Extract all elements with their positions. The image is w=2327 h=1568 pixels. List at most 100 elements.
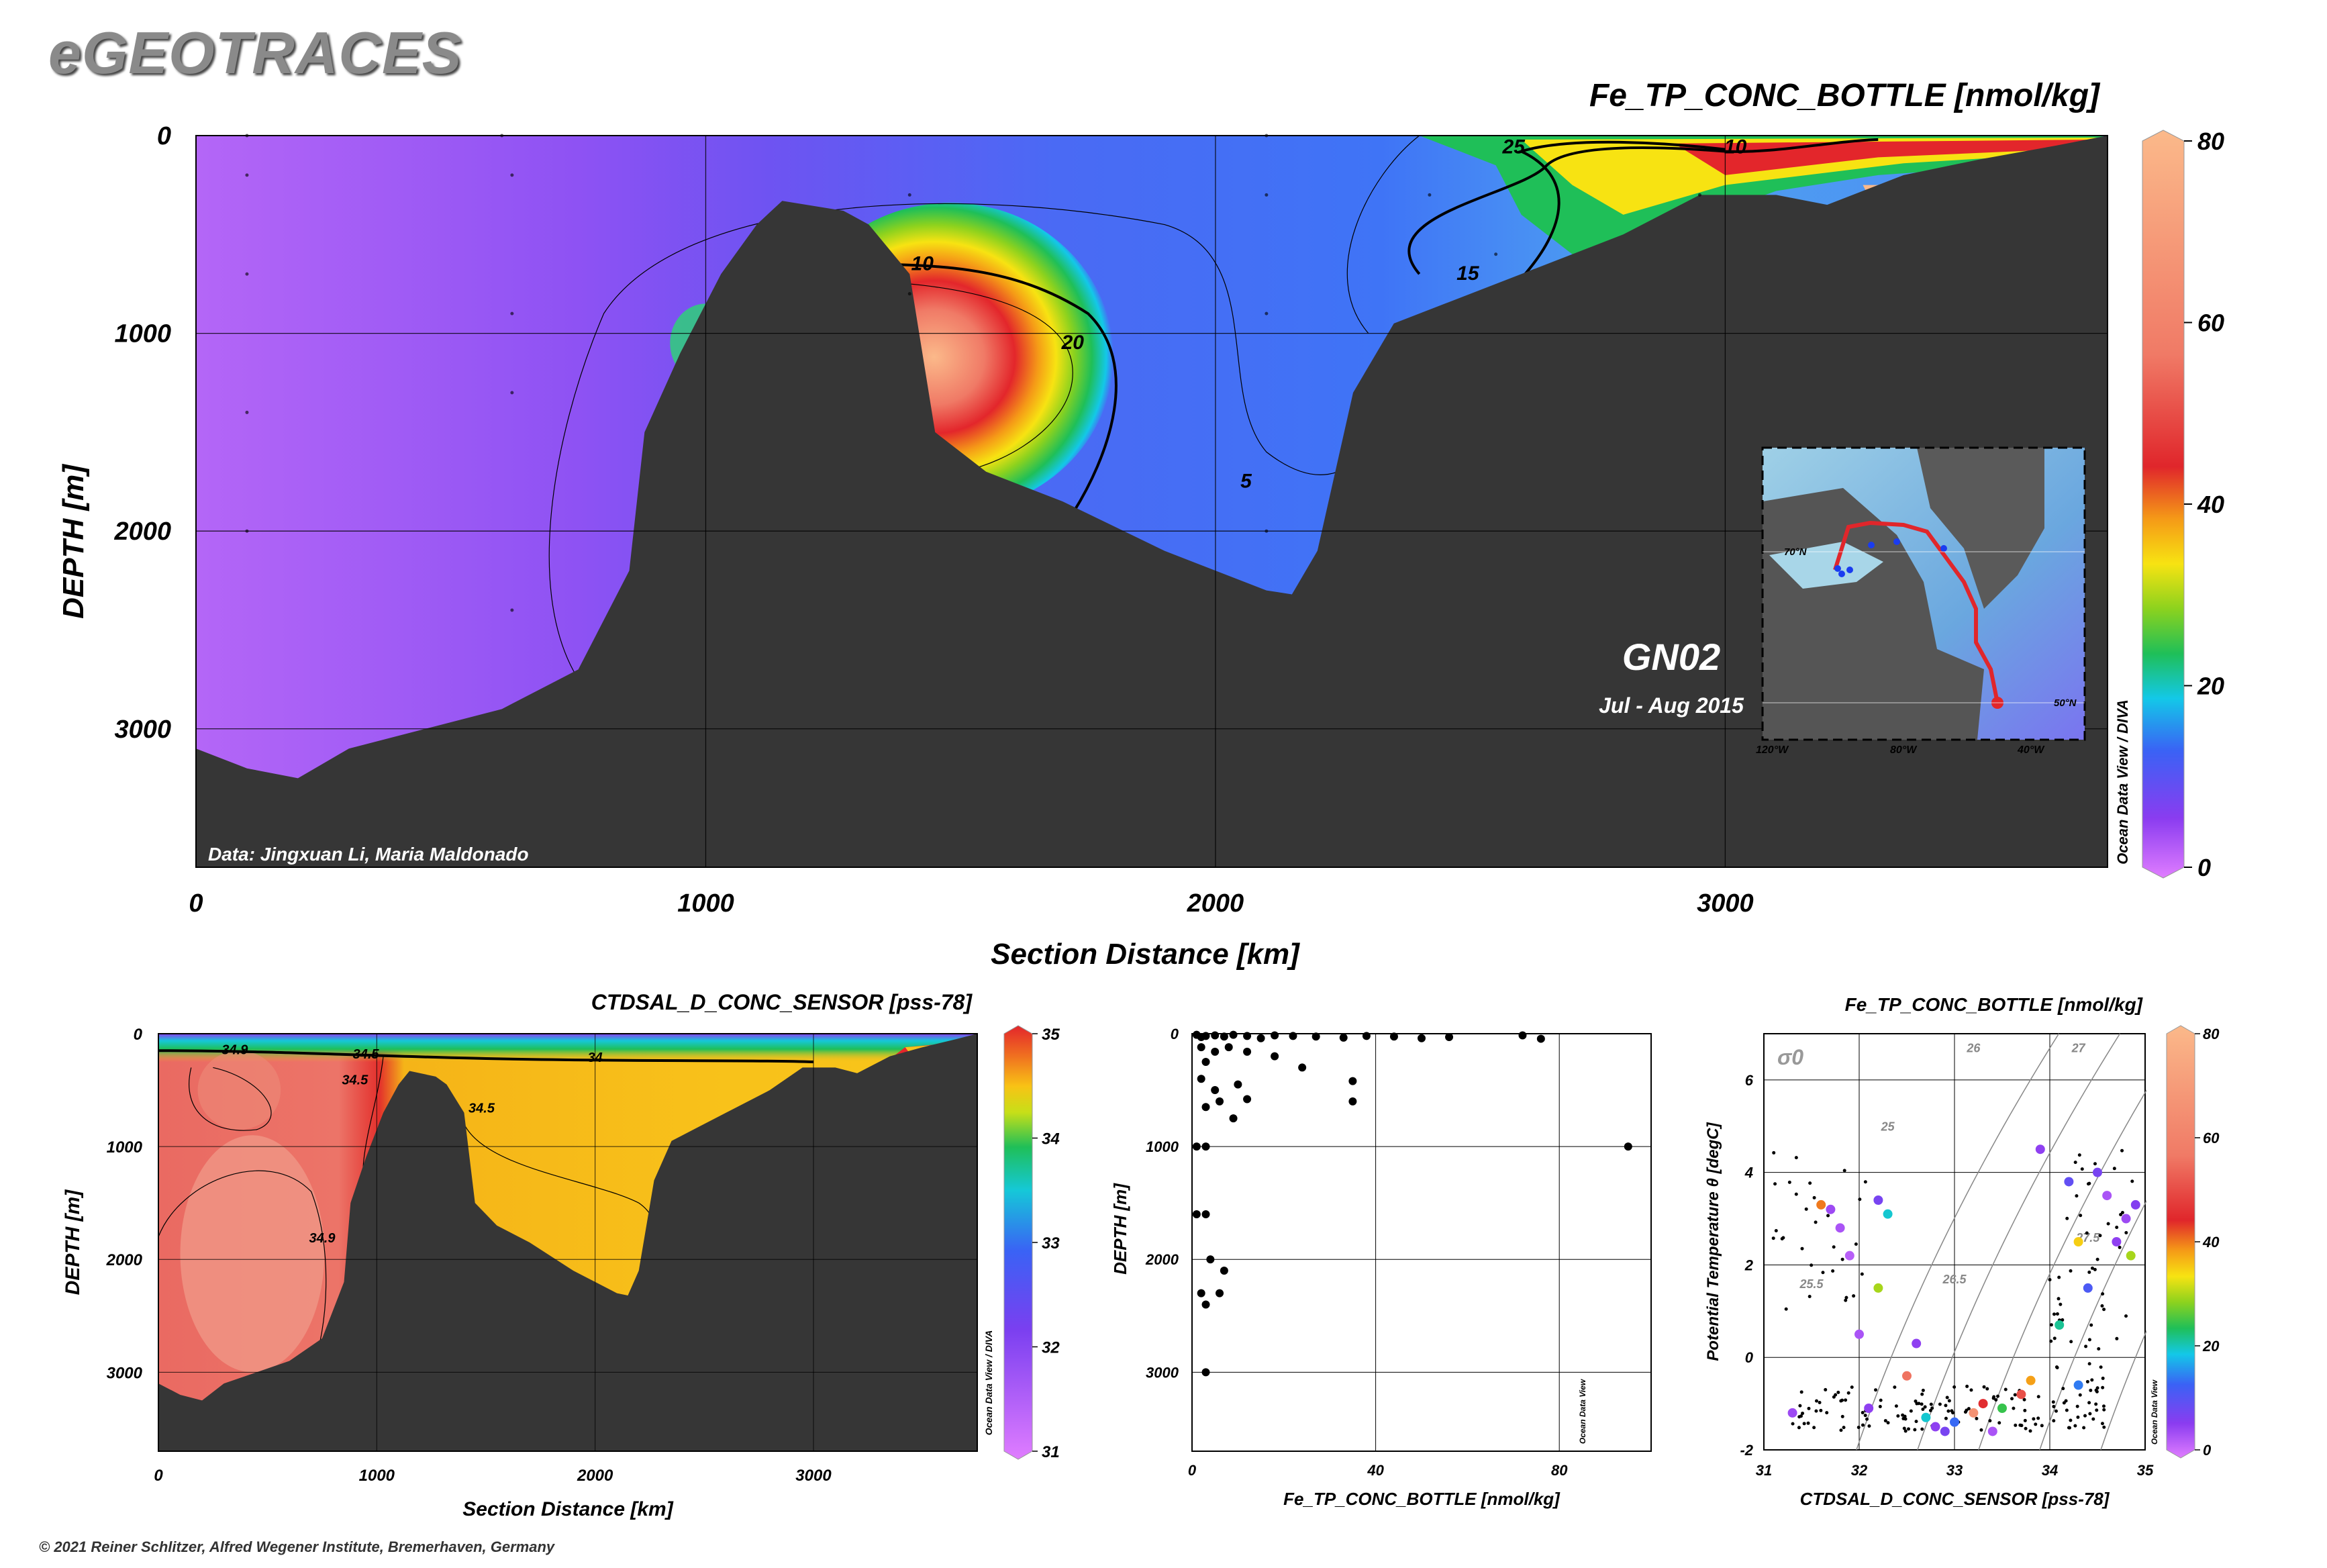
prof-ytick-label: 3000 xyxy=(1146,1364,1179,1381)
ts-colored-point xyxy=(1940,1426,1950,1436)
ts-isopycnal-label: 26.5 xyxy=(1942,1273,1967,1286)
ts-bg-point xyxy=(1965,1384,1969,1388)
ts-bg-point xyxy=(1774,1229,1778,1233)
ts-bg-point xyxy=(1938,1402,1942,1406)
main-sample-dot xyxy=(907,193,911,197)
ts-bg-point xyxy=(1784,1307,1788,1311)
ts-bg-point xyxy=(2051,1400,2055,1404)
ts-xtick-label: 34 xyxy=(2042,1462,2058,1479)
prof-data-point xyxy=(1211,1086,1220,1095)
ts-bg-point xyxy=(2034,1422,2038,1426)
main-odv-label: Ocean Data View / DIVA xyxy=(2114,699,2131,865)
ts-xtick-label: 35 xyxy=(2137,1462,2154,1479)
main-colorbar-tick-label: 20 xyxy=(2197,673,2224,700)
ts-bg-point xyxy=(1883,1419,1887,1423)
ts-colored-point xyxy=(2112,1237,2122,1246)
main-ytick-label: 1000 xyxy=(114,320,171,348)
ts-bg-point xyxy=(1878,1404,1882,1408)
ts-bg-point xyxy=(1810,1263,1814,1267)
map-frame xyxy=(1761,446,2086,741)
prof-data-point xyxy=(1348,1077,1357,1085)
prof-data-point xyxy=(1220,1032,1228,1041)
ts-bg-point xyxy=(1893,1385,1897,1389)
map-station-marker xyxy=(1838,571,1845,577)
ts-colored-point xyxy=(2093,1167,2102,1177)
ts-bg-point xyxy=(1907,1427,1911,1431)
ts-bg-point xyxy=(2055,1312,2059,1316)
prof-data-point xyxy=(1211,1031,1220,1040)
sal-xlabel: Section Distance [km] xyxy=(462,1498,673,1520)
ts-bg-point xyxy=(2095,1257,2099,1261)
ts-colored-point xyxy=(2121,1214,2131,1224)
ts-bg-point xyxy=(1787,1180,1791,1184)
prof-data-point xyxy=(1216,1289,1224,1297)
main-xtick-label: 2000 xyxy=(1187,889,1244,918)
ts-bg-point xyxy=(1920,1427,1924,1431)
ts-bg-point xyxy=(1824,1387,1828,1391)
ts-bg-point xyxy=(1979,1428,1983,1432)
ts-xtick-label: 32 xyxy=(1851,1462,1868,1479)
contour-25-shelf xyxy=(1515,140,1726,285)
ts-title: Fe_TP_CONC_BOTTLE [nmol/kg] xyxy=(1845,994,2144,1015)
ts-bg-point xyxy=(2069,1340,2073,1344)
ts-bg-point xyxy=(2054,1365,2059,1369)
main-colorbar xyxy=(2142,130,2185,879)
ts-sigma-label: σ0 xyxy=(1777,1045,1803,1069)
ts-bg-point xyxy=(2052,1312,2057,1316)
ts-bg-point xyxy=(1826,1214,1830,1218)
main-contour-label: 5 xyxy=(1240,470,1252,492)
main-xlabel: Section Distance [km] xyxy=(991,938,1300,971)
prof-data-point xyxy=(1271,1031,1279,1040)
ts-bg-point xyxy=(2106,1222,2110,1226)
ts-bg-point xyxy=(1825,1411,1829,1415)
prof-data-point xyxy=(1211,1047,1220,1056)
prof-data-point xyxy=(1389,1032,1398,1041)
main-ytick-label: 0 xyxy=(157,122,171,150)
ts-bg-point xyxy=(1812,1195,1816,1199)
ts-xtick-label: 33 xyxy=(1946,1462,1963,1479)
prof-plot-frame xyxy=(1191,1033,1652,1452)
ts-colored-point xyxy=(2054,1320,2065,1330)
ts-colored-point xyxy=(1816,1199,1826,1210)
ts-ytick-label: 4 xyxy=(1744,1165,1753,1181)
ts-bg-point xyxy=(1923,1405,1927,1409)
main-contour-label: 15 xyxy=(1456,262,1480,285)
prof-data-point xyxy=(1201,1368,1210,1377)
main-sample-dot xyxy=(245,272,249,276)
ts-bg-point xyxy=(2101,1376,2105,1380)
main-xtick-label: 3000 xyxy=(1697,889,1754,918)
ts-bg-point xyxy=(2012,1406,2016,1410)
sal-colorbar-tick-label: 31 xyxy=(1042,1443,1060,1461)
ts-bg-point xyxy=(2130,1179,2134,1183)
ts-bg-point xyxy=(2124,1231,2128,1235)
ts-isopycnal xyxy=(1856,1033,2060,1451)
ts-bg-point xyxy=(2087,1401,2091,1405)
map-land-greenland xyxy=(1917,448,2044,609)
main-colorbar-tick-label: 80 xyxy=(2197,128,2224,155)
ts-bg-point xyxy=(2095,1408,2099,1412)
ts-bg-point xyxy=(1844,1298,1848,1302)
ts-bg-point xyxy=(2102,1308,2106,1312)
main-sample-dot xyxy=(510,391,514,395)
ts-bg-point xyxy=(1821,1271,1825,1275)
ts-bg-point xyxy=(2102,1408,2106,1412)
ts-bg-point xyxy=(1863,1180,1867,1184)
ts-bg-point xyxy=(1951,1411,1955,1415)
ts-bg-point xyxy=(2087,1362,2091,1366)
ts-isopycnal xyxy=(2039,1161,2169,1451)
ts-bg-point xyxy=(2036,1416,2040,1420)
ts-bg-point xyxy=(1861,1411,1865,1415)
ts-bg-point xyxy=(1930,1406,1934,1410)
ts-bg-point xyxy=(2124,1314,2128,1318)
ts-bg-point xyxy=(2080,1167,2084,1171)
ts-bg-point xyxy=(1814,1409,1818,1413)
prof-data-point xyxy=(1216,1097,1224,1106)
ts-bg-point xyxy=(1799,1390,1803,1394)
prof-data-point xyxy=(1271,1052,1279,1061)
ts-bg-point xyxy=(1944,1404,1948,1408)
ts-xtick-label: 31 xyxy=(1756,1462,1772,1479)
prof-xlabel: Fe_TP_CONC_BOTTLE [nmol/kg] xyxy=(1283,1489,1561,1509)
ts-bg-point xyxy=(2101,1385,2105,1389)
main-plot-frame xyxy=(195,135,2108,868)
ts-bg-point xyxy=(1844,1295,1848,1300)
